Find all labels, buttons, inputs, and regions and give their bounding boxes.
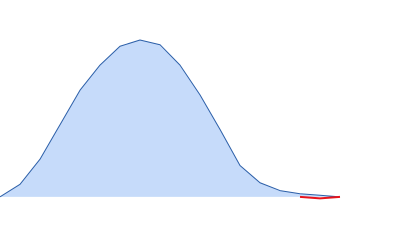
area-fill <box>0 40 340 197</box>
area-line <box>299 195 341 200</box>
chart <box>0 39 341 200</box>
area-line <box>0 39 341 198</box>
